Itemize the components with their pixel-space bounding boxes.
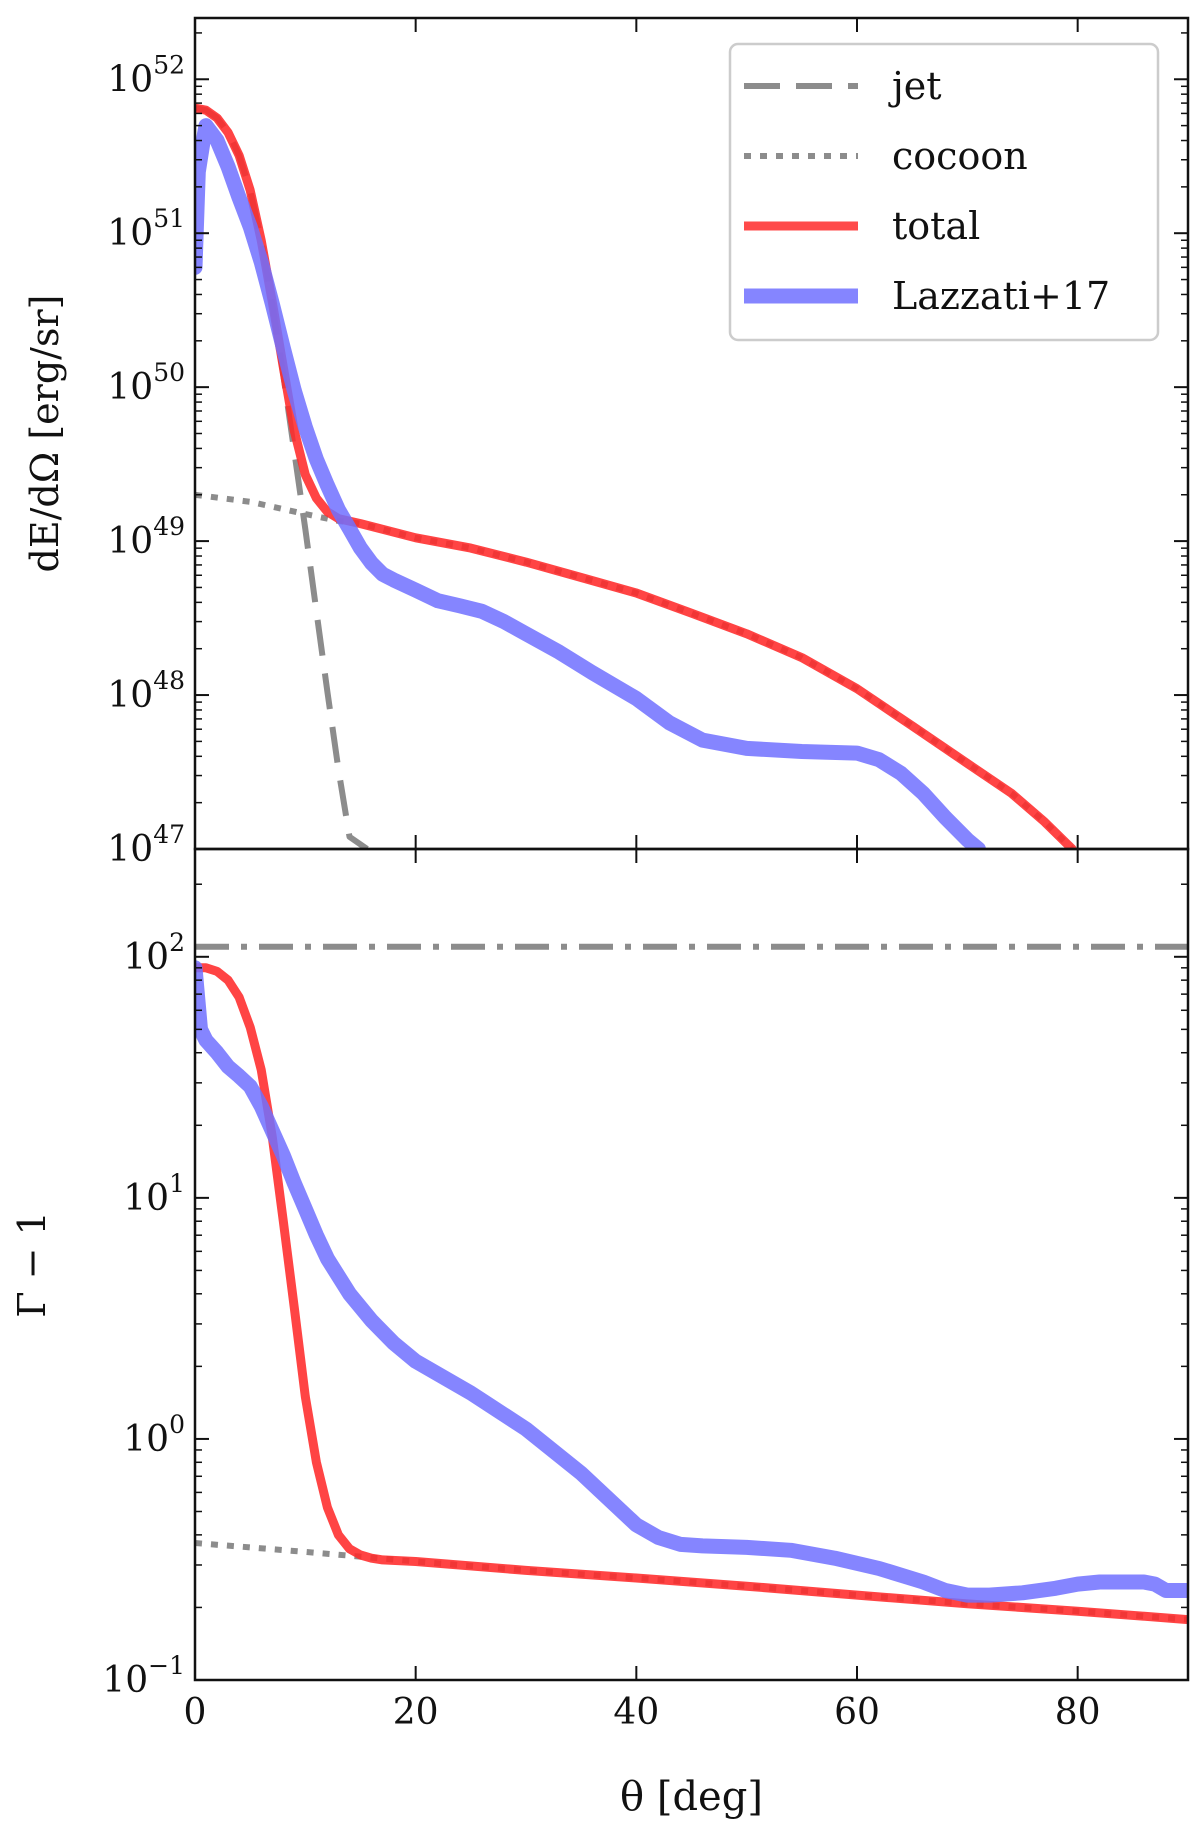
x-axis-label: θ [deg] <box>620 1774 763 1820</box>
xtick-label-20: 20 <box>393 1692 439 1733</box>
legend-label-lazzati-17: Lazzati+17 <box>892 274 1110 318</box>
top-panel-series <box>195 103 1077 849</box>
axis-labels: 1047 1048 1049 1050 1051 1052 dE/dΩ [erg/sr] 0 2… <box>10 50 1101 1820</box>
top-ytick-label-52: 1052 <box>107 50 185 100</box>
bottom-ytick-label-1: 101 <box>123 1169 185 1219</box>
axes <box>193 16 1190 1682</box>
legend-label-jet: jet <box>888 64 942 108</box>
xtick-label-60: 60 <box>834 1692 880 1733</box>
top-ytick-label-48: 1048 <box>107 666 185 716</box>
bottom-ytick-label-2: 102 <box>123 928 185 978</box>
bottom-y-axis-label: Γ − 1 <box>10 1211 54 1318</box>
legend-label-cocoon: cocoon <box>892 134 1028 178</box>
legend-label-total: total <box>892 204 980 248</box>
bottom-ytick-label-0: 100 <box>123 1410 185 1460</box>
bottom-panel-series <box>195 943 1188 1625</box>
top-ytick-label-51: 1051 <box>107 204 185 254</box>
bottom-panel-frame <box>193 847 1190 1682</box>
bottom-ytick-label--1: 10−1 <box>102 1651 185 1701</box>
top-ytick-label-50: 1050 <box>107 358 185 408</box>
xtick-label-0: 0 <box>184 1692 207 1733</box>
top-ytick-label-47: 1047 <box>107 820 185 870</box>
bottom-series-total <box>195 963 1188 1625</box>
top-y-axis-label: dE/dΩ [erg/sr] <box>23 295 67 573</box>
top-series-cocoon <box>195 491 1075 849</box>
top-series-jet <box>195 105 369 849</box>
legend-box <box>728 42 1160 342</box>
legend: jet cocoon total Lazzati+17 <box>728 42 1160 342</box>
xtick-label-80: 80 <box>1055 1692 1101 1733</box>
xtick-label-40: 40 <box>613 1692 659 1733</box>
bottom-series-lazzati-17 <box>195 960 1188 1603</box>
top-series-lazzati-17 <box>195 118 986 849</box>
top-series-total <box>195 103 1077 849</box>
top-ytick-label-49: 1049 <box>107 512 185 562</box>
